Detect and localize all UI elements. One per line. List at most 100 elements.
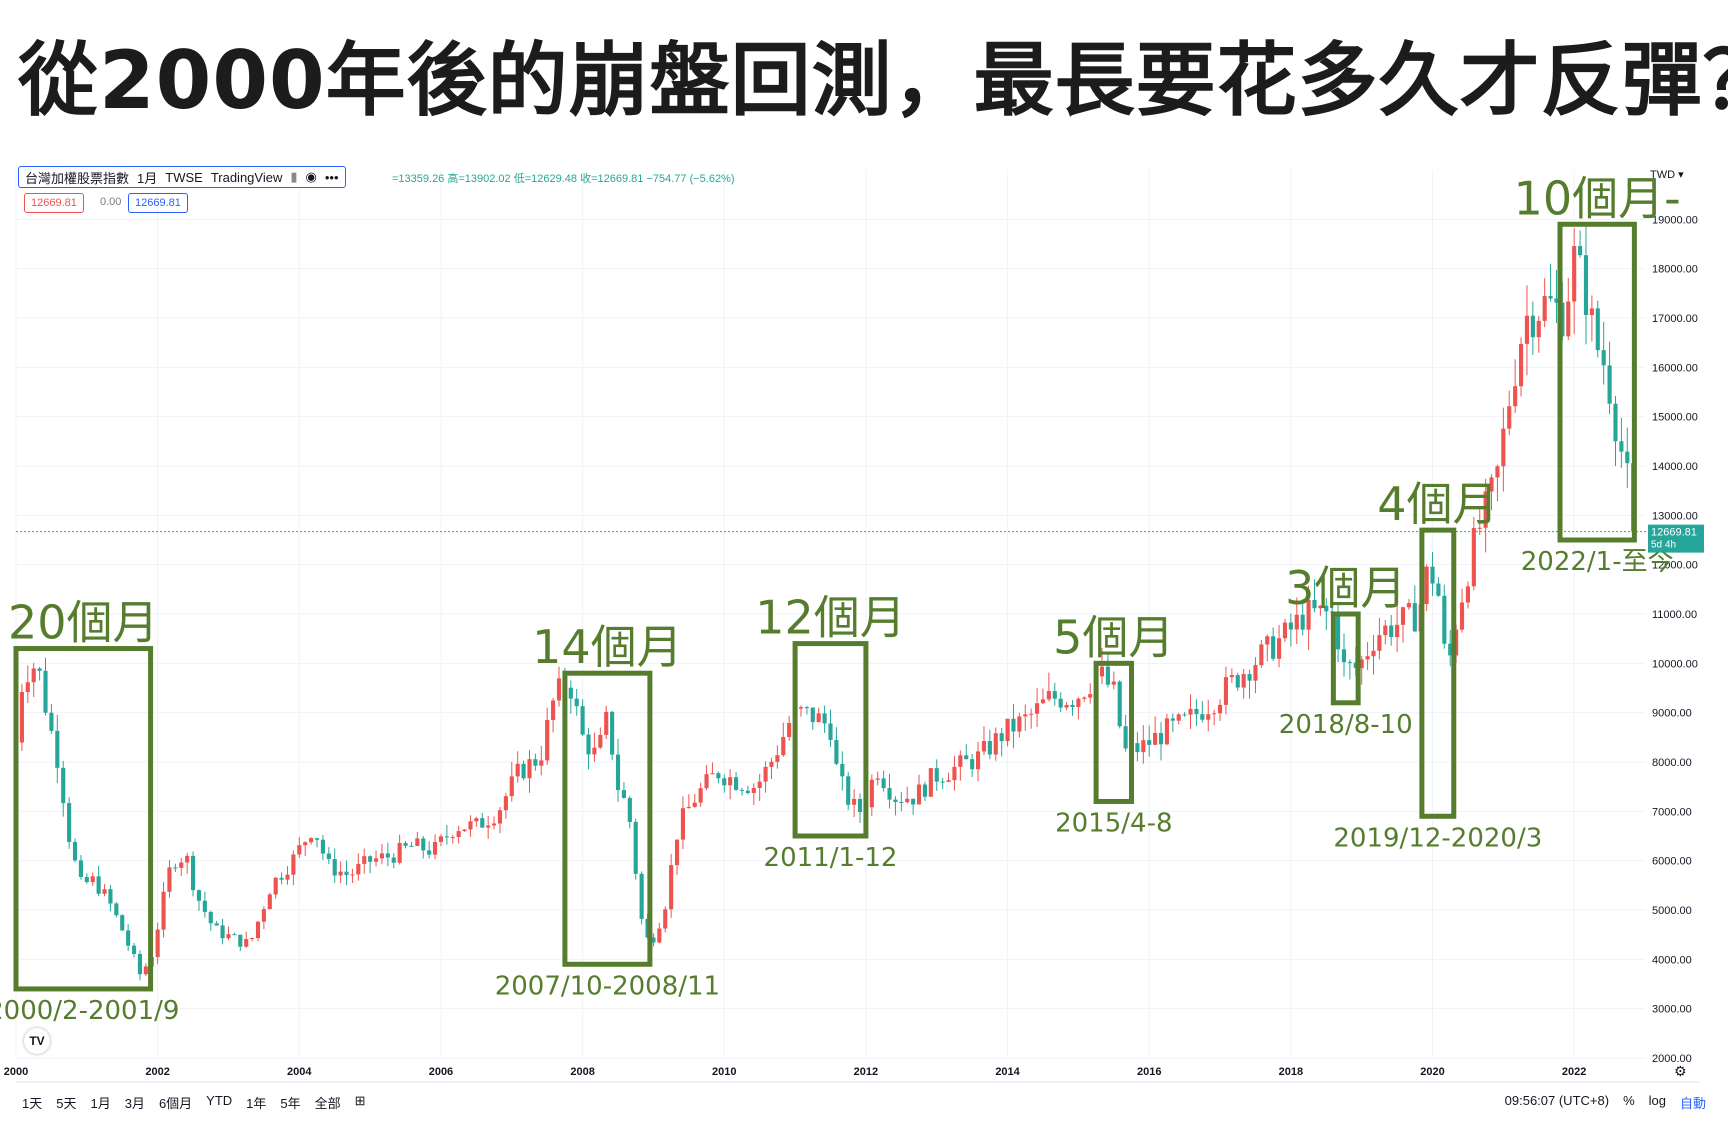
candle-body — [1377, 635, 1382, 651]
log-toggle[interactable]: log — [1648, 1093, 1666, 1108]
x-tick-label: 2018 — [1279, 1066, 1303, 1078]
candle-body — [521, 763, 526, 779]
x-tick-label: 2020 — [1420, 1066, 1444, 1078]
percent-toggle[interactable]: % — [1623, 1093, 1635, 1108]
candle-body — [1176, 714, 1181, 721]
candle-body — [556, 678, 562, 701]
y-tick-label: 8000.00 — [1652, 757, 1692, 769]
candle-body — [704, 774, 709, 789]
settings-gear-icon[interactable]: ⚙ — [1674, 1064, 1687, 1080]
candle-body — [1188, 708, 1193, 715]
candle-body — [1229, 675, 1234, 678]
annotation-box — [1557, 221, 1637, 543]
range-button[interactable]: 全部 — [314, 1096, 341, 1111]
candle-body — [1164, 718, 1169, 745]
y-tick-label: 15000.00 — [1652, 412, 1698, 424]
more-icon[interactable]: ••• — [324, 169, 339, 185]
candle-body — [710, 773, 715, 775]
candle-body — [716, 773, 721, 779]
candle-body — [31, 668, 36, 683]
candle-body — [37, 668, 42, 671]
y-tick-label: 9000.00 — [1652, 708, 1692, 720]
candle-body — [55, 730, 60, 768]
candles — [13, 221, 1636, 981]
candle-body — [857, 798, 863, 813]
candle-body — [804, 707, 809, 709]
candle-body — [238, 934, 243, 947]
candle-body — [438, 836, 444, 842]
candle-body — [1601, 350, 1606, 366]
candle-body — [1117, 681, 1122, 727]
range-button[interactable]: 6個月 — [158, 1096, 193, 1111]
candle-body — [769, 761, 774, 767]
candle-body — [893, 799, 898, 802]
range-button[interactable]: 1月 — [90, 1096, 111, 1111]
annotation-title: 10個月- — [1514, 171, 1681, 225]
eye-icon[interactable]: ◉ — [305, 169, 317, 184]
candle-body — [1583, 255, 1589, 316]
candle-body — [946, 780, 951, 782]
candle-body — [999, 733, 1004, 742]
annotation-period: 2011/1-12 — [764, 843, 898, 873]
auto-toggle[interactable]: 自動 — [1679, 1096, 1706, 1111]
candle-body — [120, 915, 125, 931]
source-label: TradingView — [210, 169, 283, 185]
candle-body — [503, 796, 508, 811]
range-button[interactable]: 1年 — [246, 1096, 267, 1111]
candle-body — [1341, 649, 1347, 663]
candle-body — [1566, 301, 1571, 337]
symbol-name: 台灣加權股票指數 — [25, 170, 130, 186]
flag-icon[interactable]: ▮ — [290, 169, 298, 184]
candle-body — [1194, 708, 1199, 715]
candle-body — [840, 763, 845, 777]
candle-body — [61, 767, 66, 804]
range-button[interactable]: 5天 — [56, 1096, 77, 1111]
range-button[interactable]: YTD — [206, 1093, 233, 1108]
candle-body — [527, 759, 532, 779]
candle-body — [1613, 403, 1618, 442]
candle-body — [763, 766, 768, 782]
interval-label[interactable]: 1月 — [137, 170, 158, 186]
candle-body — [338, 871, 343, 876]
candle-body — [692, 802, 697, 807]
candle-body — [592, 747, 597, 755]
range-button[interactable]: 3月 — [124, 1096, 145, 1111]
x-tick-label: 2016 — [1137, 1066, 1161, 1078]
candle-body — [1589, 308, 1594, 316]
candle-body — [1259, 644, 1264, 666]
candle-body — [604, 711, 609, 735]
annotation-boxes: 20個月 2000/2-2001/9 14個月 2007/10-2008/11 12個月… — [0, 171, 1681, 1026]
ask-pill[interactable]: 12669.81 — [128, 193, 188, 213]
annotation-title: 4個月 — [1377, 477, 1498, 531]
symbol-legend[interactable]: 台灣加權股票指數 1月 TWSE TradingView ▮ ◉ ••• — [18, 166, 346, 188]
tradingview-logo[interactable]: TV — [24, 1028, 50, 1054]
candle-body — [739, 789, 745, 791]
candle-body — [273, 877, 278, 895]
bid-pill[interactable]: 12669.81 — [24, 193, 84, 213]
annotation-box — [1330, 611, 1361, 706]
candle-body — [686, 806, 691, 809]
candle-body — [545, 719, 550, 761]
candle-body — [1336, 611, 1341, 650]
candle-body — [1029, 713, 1034, 715]
candle-body — [1035, 703, 1040, 714]
candle-body — [663, 909, 668, 929]
range-button[interactable]: 1天 — [22, 1096, 43, 1111]
annotation-title: 14個月 — [532, 620, 683, 674]
currency-selector[interactable]: TWD ▾ — [1650, 169, 1684, 181]
range-button[interactable]: 5年 — [280, 1096, 301, 1111]
candle-body — [1217, 704, 1223, 714]
candle-body — [911, 798, 916, 805]
y-tick-label: 12000.00 — [1652, 560, 1698, 572]
calendar-range-icon[interactable]: ⊞ — [354, 1093, 366, 1108]
candle-body — [1324, 605, 1329, 612]
candle-body — [1170, 718, 1175, 721]
candle-body — [970, 759, 975, 770]
candle-body — [1253, 665, 1258, 681]
candle-body — [698, 788, 703, 803]
annotation-box — [562, 670, 653, 967]
candle-body — [1105, 666, 1110, 685]
x-tick-label: 2006 — [429, 1066, 453, 1078]
candle-body — [981, 741, 987, 752]
